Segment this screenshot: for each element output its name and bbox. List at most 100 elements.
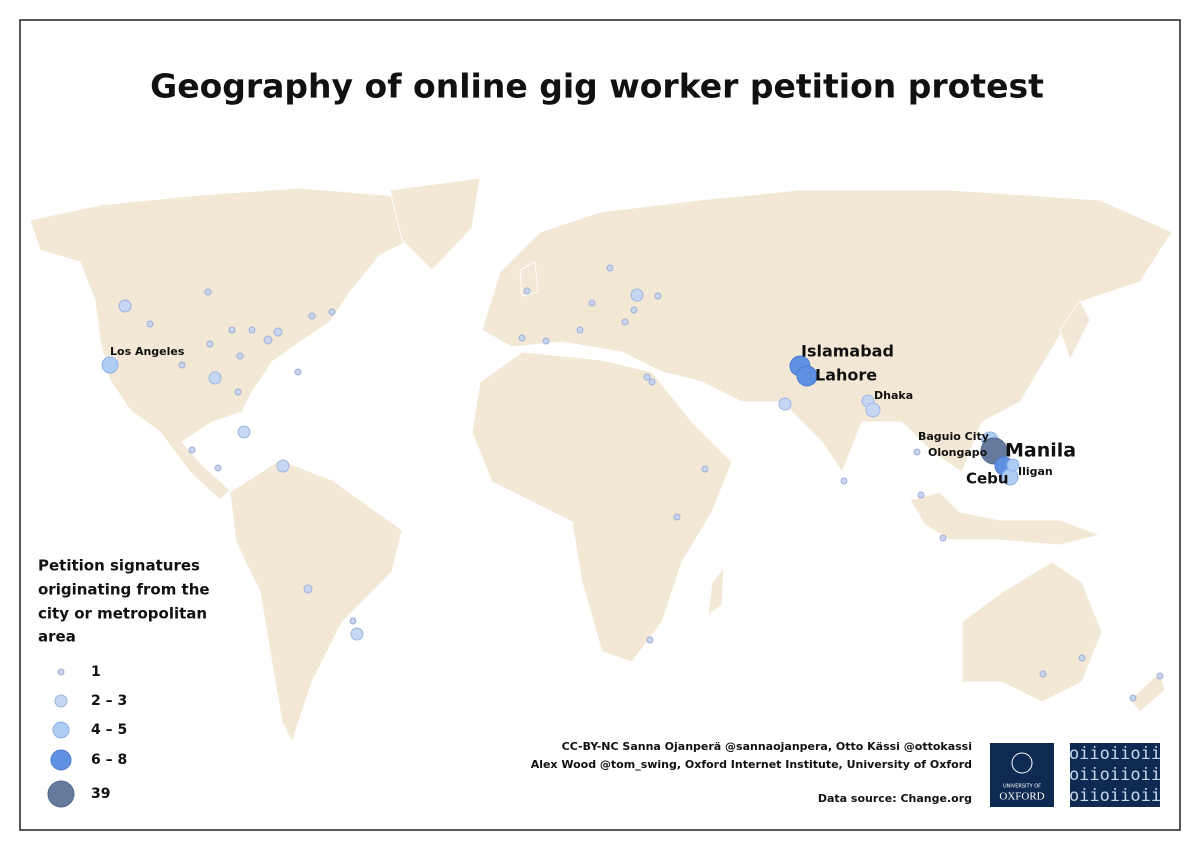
new-zealand [1129, 671, 1166, 713]
dot [778, 397, 792, 411]
signature-dots [101, 264, 1164, 702]
city-label: Cebu [966, 470, 1009, 488]
dot [146, 320, 154, 328]
dot [913, 448, 921, 456]
city-label: Dhaka [874, 389, 913, 402]
land [29, 177, 1173, 744]
city-label: Olongapo [928, 446, 988, 459]
dot [273, 327, 283, 337]
oii-logo: oiioiioii oiioiioii oiioiioii [1069, 743, 1161, 807]
title: Geography of online gig worker petition … [150, 67, 1044, 106]
greenland [389, 177, 481, 271]
madagascar [707, 566, 725, 617]
city-label: Manila [1005, 440, 1076, 462]
dot [118, 299, 132, 313]
dot [701, 465, 709, 473]
dot [234, 388, 242, 396]
dot [228, 326, 236, 334]
logo-text: oiioiioii [1069, 744, 1161, 764]
dot [214, 464, 222, 472]
legend-swatch [57, 668, 65, 676]
dot [1129, 694, 1137, 702]
legend-label: 39 [91, 786, 110, 802]
logo-text: oiioiioii [1069, 765, 1161, 785]
dot [917, 491, 925, 499]
logo-box [990, 743, 1054, 807]
dot [308, 312, 316, 320]
dot [840, 477, 848, 485]
dot [630, 306, 638, 314]
dot [646, 636, 654, 644]
legend-label: 4 – 5 [91, 722, 127, 738]
credit-line: CC-BY-NC Sanna Ojanperä @sannaojanpera, … [562, 740, 972, 753]
legend-swatch [50, 749, 72, 771]
dot [208, 371, 222, 385]
city-label: Islamabad [801, 342, 894, 361]
credits: CC-BY-NC Sanna Ojanperä @sannaojanpera, … [531, 740, 972, 805]
city-labels: Los Angeles Islamabad Lahore Dhaka Bagui… [110, 342, 1076, 488]
dot [294, 368, 302, 376]
dot [237, 425, 251, 439]
dot [178, 361, 186, 369]
eurasia [481, 189, 1173, 474]
dot [1039, 670, 1047, 678]
oxford-logo: UNIVERSITY OF OXFORD [990, 743, 1054, 807]
uk [519, 261, 539, 297]
dot [276, 459, 290, 473]
logo-text: UNIVERSITY OF [1003, 784, 1041, 790]
dot [588, 299, 596, 307]
dot [236, 352, 244, 360]
dot [350, 627, 364, 641]
dot [542, 337, 550, 345]
dot [263, 335, 273, 345]
legend-title: city or metropolitan [38, 605, 207, 623]
city-label: Lahore [815, 366, 877, 385]
city-label: Iligan [1018, 465, 1053, 478]
logo-box [1070, 743, 1160, 807]
dot [328, 308, 336, 316]
data-source: Data source: Change.org [818, 792, 972, 805]
dot [621, 318, 629, 326]
legend-label: 2 – 3 [91, 693, 127, 709]
dot [606, 264, 614, 272]
dot [865, 402, 881, 418]
logo-text: OXFORD [999, 791, 1044, 803]
logo-text: oiioiioii [1069, 786, 1161, 806]
dot [349, 617, 357, 625]
legend-title: originating from the [38, 581, 210, 599]
dot [576, 326, 584, 334]
credit-line: Alex Wood @tom_swing, Oxford Internet In… [531, 758, 972, 771]
crest [1011, 752, 1033, 774]
dot [654, 292, 662, 300]
dot [1006, 458, 1020, 472]
legend-swatch [54, 694, 68, 708]
city-label: Los Angeles [110, 345, 185, 358]
dot [1156, 672, 1164, 680]
dot [796, 365, 818, 387]
australia [961, 561, 1103, 703]
japan [1059, 299, 1091, 362]
dot [248, 326, 256, 334]
dot [939, 534, 947, 542]
dot [643, 373, 651, 381]
dot [673, 513, 681, 521]
dot [188, 446, 196, 454]
legend-swatch [47, 780, 75, 808]
dot [204, 288, 212, 296]
legend: Petition signatures originating from the… [38, 557, 210, 808]
legend-title: area [38, 628, 76, 646]
legend-label: 6 – 8 [91, 752, 127, 768]
dot [1078, 654, 1086, 662]
dot [303, 584, 313, 594]
legend-swatch [52, 721, 70, 739]
dot [630, 288, 644, 302]
dot [523, 287, 531, 295]
dot [206, 340, 214, 348]
legend-title: Petition signatures [38, 557, 200, 575]
legend-label: 1 [91, 664, 101, 680]
south-america [229, 459, 403, 744]
dot [101, 356, 119, 374]
africa [471, 351, 733, 663]
city-label: Baguio City [918, 430, 989, 443]
